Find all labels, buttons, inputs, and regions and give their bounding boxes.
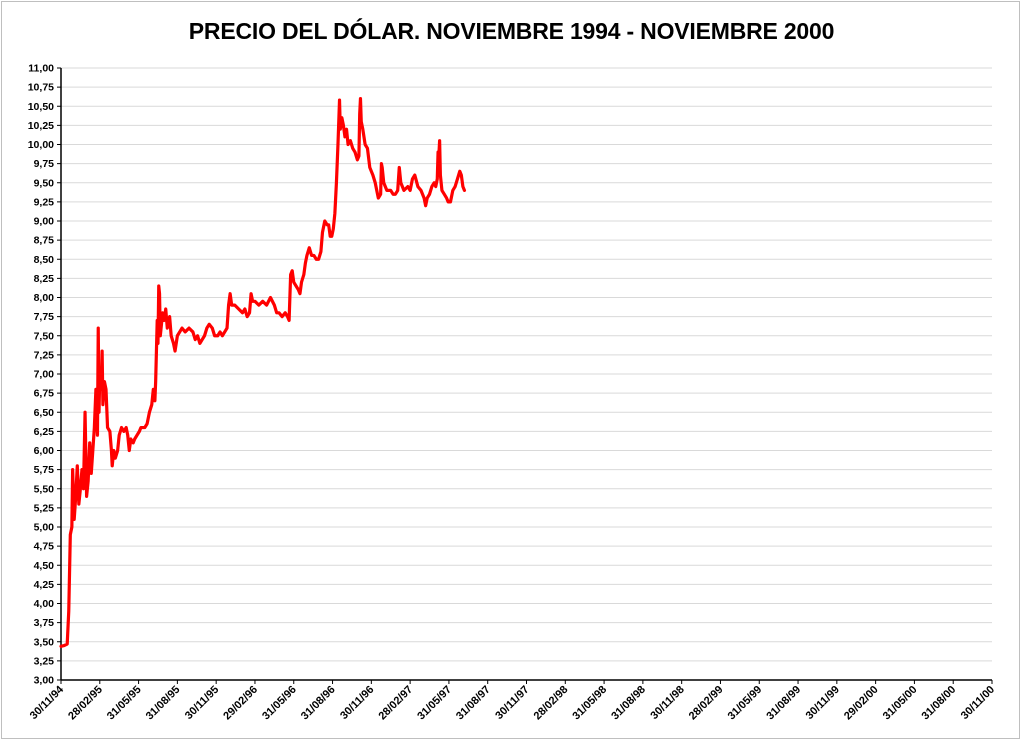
data-series (59, 96, 467, 648)
y-tick-label: 4,50 (34, 560, 55, 572)
y-tick-label: 3,50 (34, 636, 55, 648)
y-tick-label: 8,25 (34, 273, 55, 285)
y-tick-label: 9,50 (34, 177, 55, 189)
x-tick-label: 31/08/99 (764, 684, 803, 723)
y-tick-label: 5,00 (34, 522, 55, 534)
x-tick-label: 30/11/00 (959, 684, 997, 722)
y-tick-label: 10,50 (28, 101, 54, 113)
y-tick-label: 8,75 (34, 235, 55, 247)
x-tick-label: 30/11/98 (648, 684, 686, 722)
x-tick-label: 31/08/95 (144, 684, 183, 723)
y-tick-label: 6,75 (34, 388, 55, 400)
y-tick-label: 5,50 (34, 483, 55, 495)
y-tick-label: 9,75 (34, 158, 55, 170)
y-tick-label: 5,75 (34, 464, 55, 476)
x-tick-label: 31/05/95 (105, 684, 144, 723)
x-tick-label: 28/02/95 (66, 684, 105, 723)
y-tick-label: 8,50 (34, 254, 55, 266)
axes (60, 68, 992, 681)
y-tick-label: 7,00 (34, 369, 55, 381)
x-tick-label: 31/05/96 (260, 684, 299, 723)
x-tick-label: 31/08/00 (920, 684, 959, 723)
y-tick-label: 3,25 (34, 655, 55, 667)
gridlines (61, 67, 992, 662)
chart-title: PRECIO DEL DÓLAR. NOVIEMBRE 1994 - NOVIE… (188, 18, 835, 44)
x-tick-label: 30/11/95 (183, 684, 221, 722)
y-tick-label: 7,25 (34, 349, 55, 361)
x-tick-label: 29/02/00 (842, 684, 881, 723)
x-tick-label: 31/08/97 (454, 684, 493, 723)
x-tick-label: 31/08/98 (609, 684, 648, 723)
x-tick-label: 31/05/97 (415, 684, 454, 723)
y-tick-label: 6,00 (34, 445, 55, 457)
x-tick-label: 30/11/94 (28, 683, 67, 722)
series-line (59, 96, 467, 648)
x-tick-label: 30/11/97 (493, 684, 531, 722)
y-tick-label: 10,25 (28, 120, 54, 132)
y-tick-label: 6,25 (34, 426, 55, 438)
x-tick-label: 28/02/99 (687, 684, 726, 723)
y-tick-label: 6,50 (34, 407, 55, 419)
y-tick-label: 3,00 (34, 675, 55, 687)
x-tick-label: 30/11/96 (338, 684, 376, 722)
y-tick-label: 7,50 (34, 330, 55, 342)
x-tick-label: 28/02/97 (376, 684, 415, 723)
x-tick-label: 30/11/99 (804, 684, 842, 722)
y-tick-label: 5,25 (34, 502, 55, 514)
y-tick-label: 10,75 (28, 82, 54, 94)
y-axis-ticks: 3,00 3,25 3,50 3,75 4,00 4,25 4,50 4,75 5,00 5,25… (28, 63, 61, 687)
x-tick-label: 31/08/96 (299, 684, 338, 723)
x-tick-label: 29/02/96 (221, 684, 260, 723)
x-tick-label: 31/05/00 (881, 684, 920, 723)
y-tick-label: 9,25 (34, 196, 55, 208)
x-axis-ticks: 30/11/94 28/02/95 31/05/95 31/08/95 30/11/95… (28, 680, 997, 722)
x-tick-label: 31/05/99 (726, 684, 765, 723)
y-tick-label: 10,00 (28, 139, 54, 151)
y-tick-label: 11,00 (28, 63, 54, 75)
x-tick-label: 31/05/98 (570, 684, 609, 723)
y-tick-label: 3,75 (34, 617, 55, 629)
x-tick-label: 28/02/98 (532, 684, 571, 723)
y-tick-label: 4,25 (34, 579, 55, 591)
y-tick-label: 4,75 (34, 541, 55, 553)
y-tick-label: 9,00 (34, 216, 55, 228)
y-tick-label: 4,00 (34, 598, 55, 610)
y-tick-label: 8,00 (34, 292, 55, 304)
y-tick-label: 7,75 (34, 311, 55, 323)
